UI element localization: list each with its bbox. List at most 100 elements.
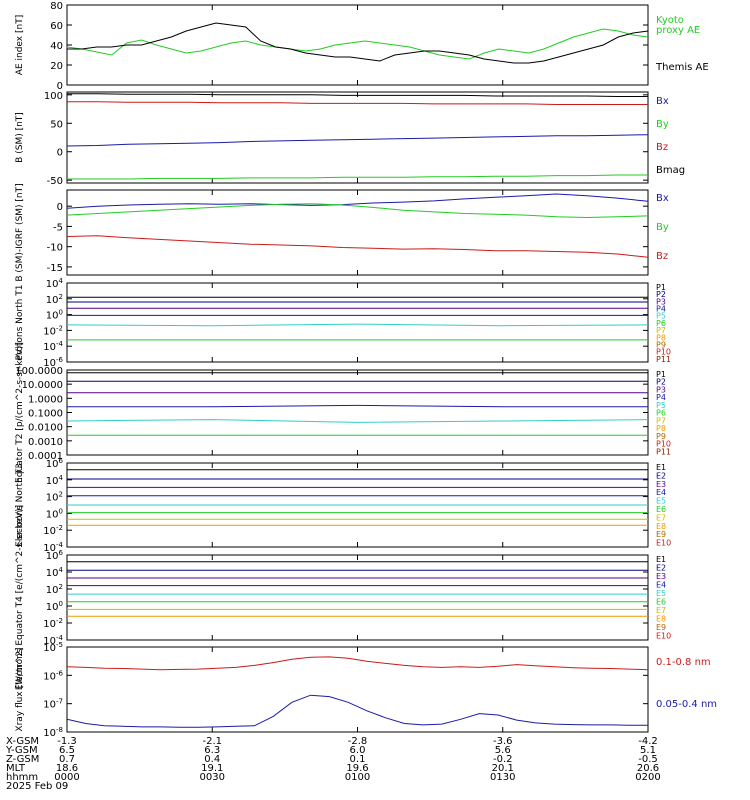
panel-pnorth: 104 102 100 10-2 10-4 10-6 Protons North T1 [15, 277, 649, 369]
legend-pnorth-p7: P7 [656, 326, 666, 335]
legend-pequator-p8: P8 [656, 424, 666, 433]
footer-value-y-gsm: 5.6 [495, 745, 511, 756]
legend-enorth-e1: E1 [656, 463, 666, 472]
panel-frame [66, 189, 649, 276]
footer-value-mlt: 19.6 [346, 763, 368, 774]
y-axis-label: Electrons North T3 [15, 463, 25, 547]
y-tick-label: 0.0001 [28, 451, 63, 462]
y-tick-label: 0 [57, 81, 63, 92]
y-tick-label: 104 [46, 566, 64, 579]
panel-frame [66, 4, 649, 86]
legend-pequator-p4: P4 [656, 393, 666, 402]
footer-value-hhmm: 0000 [54, 772, 79, 783]
y-tick-label: 10-2 [43, 617, 63, 630]
footer-value-z-gsm: 0.4 [204, 754, 220, 765]
legend-xray-0: 0.1-0.8 nm [656, 657, 711, 668]
y-tick-label: 100 [44, 91, 63, 102]
y-tick-label: 106 [46, 549, 64, 562]
footer-row-label: 2025 Feb 09 [6, 781, 68, 792]
y-tick-label: 0.0100 [28, 423, 63, 434]
legend-bsm-1: By [656, 119, 669, 130]
legend-pnorth-p8: P8 [656, 333, 666, 342]
series-line-bx [66, 134, 649, 147]
panel-frame [66, 554, 649, 641]
legend-bsm-2: Bz [656, 142, 668, 153]
y-tick-label: 80 [50, 1, 63, 12]
series-line-p4 [67, 404, 648, 408]
legend-eequator-e9: E9 [656, 623, 666, 632]
panel-frame [66, 282, 649, 363]
y-tick-label: -10 [47, 243, 63, 254]
legend-bdiff-1: By [656, 222, 669, 233]
legend-pequator-p10: P10 [656, 440, 671, 449]
footer-value-y-gsm: 6.3 [204, 745, 220, 756]
y-tick-label: 100 [46, 600, 63, 613]
y-tick-label: 10-7 [43, 698, 63, 711]
legend-ae-2: Themis AE [655, 62, 709, 73]
footer-value-mlt: 20.1 [492, 763, 514, 774]
y-axis-label: Equator T2 [p/(cm^2-s-sr-keV)] [15, 342, 25, 483]
panel-enorth: 106 104 102 100 10-2 10-4 Electrons North T3 [15, 457, 649, 554]
legend-enorth-e9: E9 [656, 530, 666, 539]
y-tick-label: 10-2 [43, 524, 63, 537]
legend-enorth-e2: E2 [656, 471, 666, 480]
series-line-by [67, 174, 648, 180]
legend-eequator-e1: E1 [656, 555, 666, 564]
legend-ae-0: Kyoto [656, 15, 684, 26]
legend-pequator-p11: P11 [656, 447, 671, 456]
legend-eequator-e4: E4 [656, 581, 666, 590]
footer-row-label: MLT [6, 763, 26, 774]
footer-value-hhmm: 0200 [635, 772, 660, 783]
y-tick-label: 10-8 [43, 726, 63, 739]
series-line-p5 [66, 419, 649, 423]
panel-ae: 0 20 40 60 80 AE index [nT] [15, 1, 649, 92]
y-tick-label: 104 [46, 277, 64, 290]
y-tick-label: 102 [46, 293, 63, 306]
y-axis-label: Xray flux [W/m^2] [15, 647, 25, 731]
legend-enorth-e4: E4 [656, 488, 666, 497]
series-line-bz [67, 101, 648, 105]
y-tick-label: 10-6 [43, 356, 63, 369]
y-tick-label: 102 [46, 491, 63, 504]
footer-value-hhmm: 0100 [345, 772, 370, 783]
legend-enorth-e3: E3 [656, 480, 666, 489]
legend-eequator-e3: E3 [656, 572, 666, 581]
y-tick-label: 10-4 [43, 634, 63, 647]
legend-pnorth-p1: P1 [656, 283, 666, 292]
y-tick-label: 100.0000 [15, 366, 63, 377]
y-tick-label: -5 [53, 222, 63, 233]
series-line-by [66, 203, 649, 219]
legend-pequator-p9: P9 [656, 432, 666, 441]
y-tick-label: 40 [50, 41, 63, 52]
y-tick-label: 102 [46, 583, 63, 596]
y-tick-label: 10-5 [43, 641, 63, 654]
footer-value-x-gsm: -4.2 [638, 736, 658, 747]
footer-value-y-gsm: 5.1 [640, 745, 656, 756]
legend-pnorth-p10: P10 [656, 348, 671, 357]
y-tick-label: 0.1000 [28, 409, 63, 420]
legend-pequator-p2: P2 [656, 378, 666, 387]
footer-value-z-gsm: 0.1 [350, 754, 366, 765]
legend-pequator-p7: P7 [656, 416, 666, 425]
y-axis-label: B (SM)-IGRF (SM) [nT] [15, 183, 25, 281]
footer-value-mlt: 19.1 [201, 763, 223, 774]
y-axis-label: AE index [nT] [15, 15, 25, 75]
y-tick-label: 0 [57, 148, 63, 159]
footer-value-x-gsm: -2.1 [202, 736, 222, 747]
y-tick-label: -50 [47, 176, 63, 187]
legend-bsm-3: Bmag [656, 165, 685, 176]
footer-value-x-gsm: -2.8 [348, 736, 368, 747]
series-line-kyoto-proxy-ae [66, 28, 649, 60]
panel-bdiff: -15 -10 -5 0 B (SM)-IGRF (SM) [nT] [15, 183, 649, 282]
legend-enorth-e6: E6 [656, 505, 666, 514]
y-tick-label: 104 [46, 474, 64, 487]
footer-value-hhmm: 0130 [490, 772, 515, 783]
panel-pequator: 100.0000 10.0000 1.0000 0.1000 0.0100 0.0010 0… [15, 342, 649, 483]
legend-eequator-e5: E5 [656, 589, 666, 598]
legend-pnorth-p9: P9 [656, 340, 666, 349]
legend-pnorth-p6: P6 [656, 319, 666, 328]
y-tick-label: 50 [50, 119, 63, 130]
footer-row-label: hhmm [6, 772, 38, 783]
